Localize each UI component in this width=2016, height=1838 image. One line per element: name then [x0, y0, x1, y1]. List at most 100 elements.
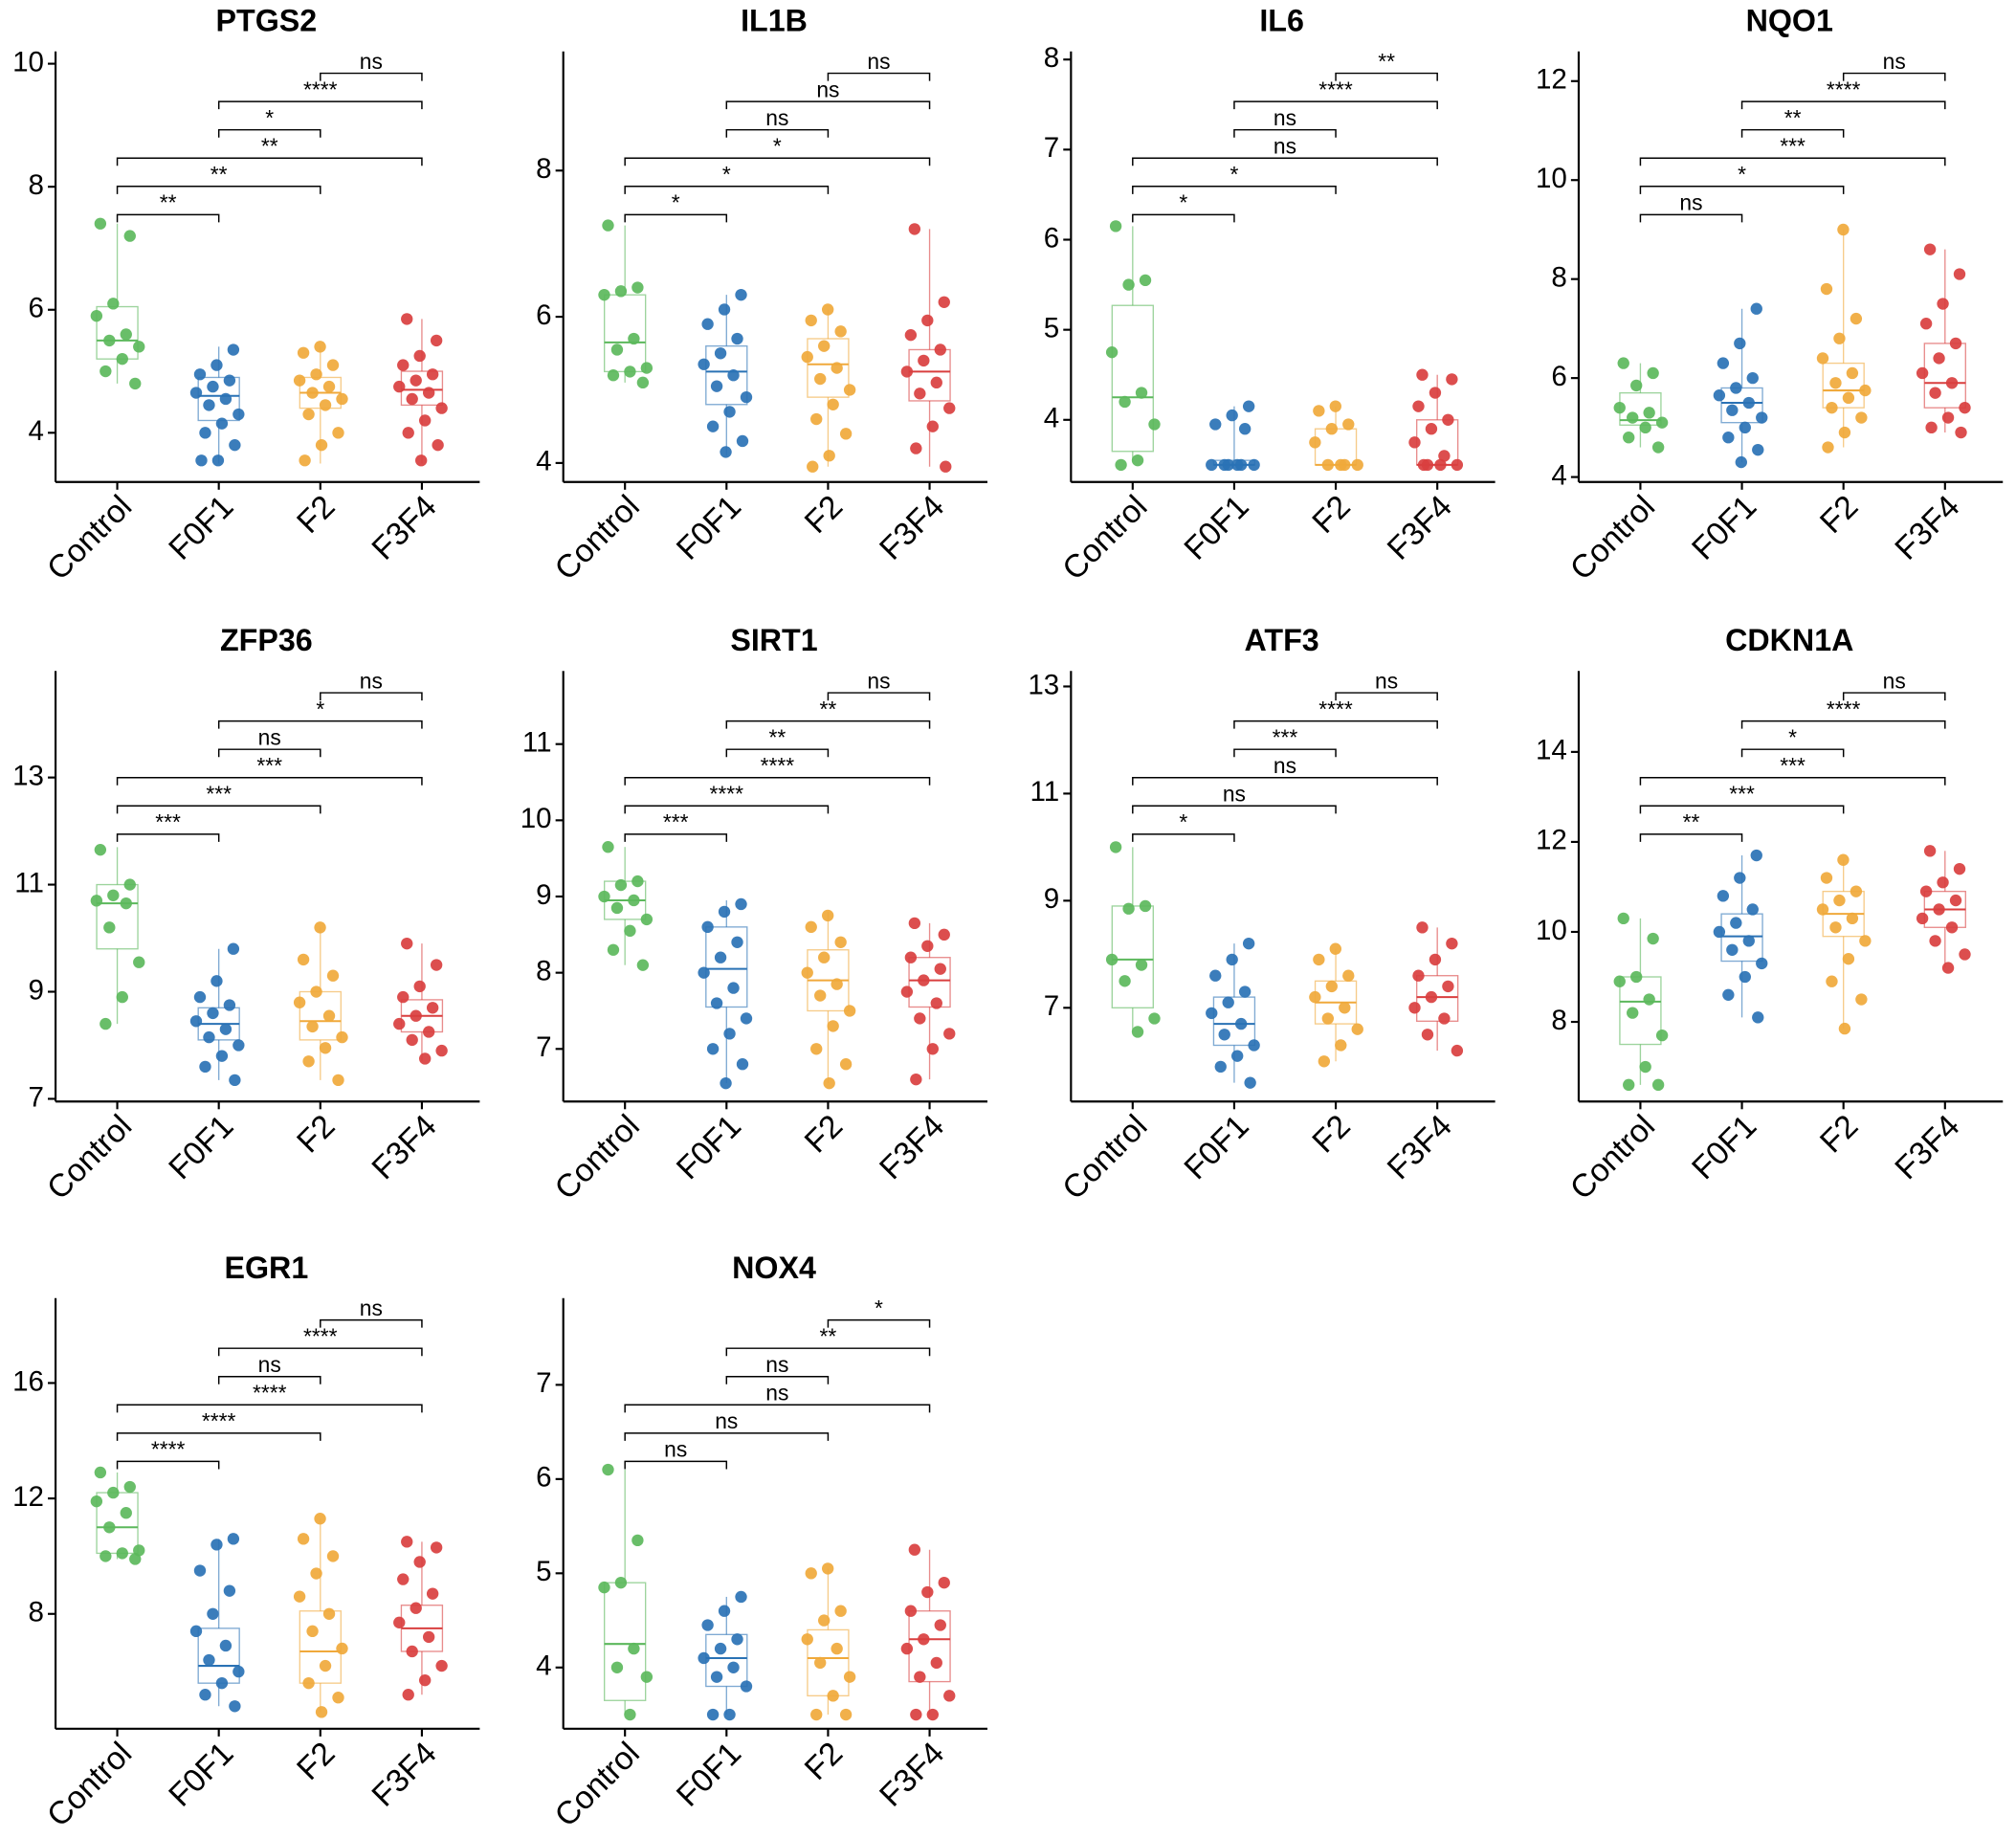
x-tick-label: F2 — [798, 489, 850, 541]
data-point — [1238, 985, 1252, 998]
data-point — [233, 408, 245, 421]
data-point — [1746, 903, 1759, 916]
group — [1206, 937, 1260, 1089]
data-point — [1739, 421, 1751, 434]
significance-label: ** — [1784, 105, 1802, 130]
data-point — [319, 1659, 332, 1672]
box — [1619, 976, 1662, 1046]
data-point — [410, 374, 422, 387]
data-point — [1816, 352, 1829, 365]
significance-label: ns — [816, 77, 839, 101]
x-tick-label: F2 — [291, 1736, 343, 1787]
data-point — [843, 384, 856, 396]
data-point — [914, 1671, 926, 1683]
data-point — [1226, 409, 1238, 422]
data-point — [1730, 917, 1742, 929]
data-point — [133, 341, 145, 353]
data-point — [94, 1466, 107, 1479]
data-point — [701, 920, 714, 934]
significance-label: ** — [820, 1323, 837, 1348]
data-point — [720, 446, 732, 458]
data-point — [628, 1642, 640, 1655]
data-point — [718, 905, 731, 919]
data-point — [1122, 902, 1135, 915]
data-point — [727, 369, 740, 382]
significance-label: ** — [210, 162, 228, 187]
data-point — [1846, 366, 1859, 380]
data-point — [914, 1012, 926, 1025]
data-point — [736, 434, 749, 448]
data-point — [710, 1671, 723, 1683]
group — [1916, 845, 1971, 974]
data-point — [401, 1536, 413, 1548]
data-point — [822, 909, 834, 922]
data-point — [302, 408, 315, 421]
y-tick-label: 4 — [536, 1650, 551, 1682]
x-tick-label: F0F1 — [670, 1109, 748, 1187]
data-point — [1717, 357, 1730, 369]
data-point — [1722, 988, 1735, 1001]
data-point — [735, 1590, 747, 1604]
data-point — [422, 1026, 435, 1038]
data-point — [926, 1708, 939, 1721]
group — [1105, 220, 1161, 472]
data-point — [1822, 441, 1834, 454]
data-point — [1953, 862, 1966, 875]
x-tick-label: F3F4 — [366, 1736, 444, 1814]
significance-label: *** — [1780, 134, 1806, 159]
data-point — [938, 296, 950, 308]
data-point — [1438, 450, 1451, 462]
significance-label: *** — [663, 809, 689, 834]
data-point — [120, 328, 132, 341]
data-point — [921, 940, 934, 952]
data-point — [1842, 391, 1855, 405]
box — [1720, 387, 1763, 424]
x-tick-label: Control — [1056, 1109, 1155, 1207]
data-point — [614, 1577, 628, 1589]
data-point — [1838, 426, 1851, 439]
data-point — [1351, 458, 1363, 472]
significance-label: * — [1788, 724, 1797, 749]
data-point — [1838, 1022, 1851, 1035]
data-point — [293, 996, 306, 1008]
data-point — [1335, 1039, 1347, 1052]
data-point — [207, 1007, 219, 1020]
group — [900, 1543, 956, 1721]
significance-bracket — [624, 157, 931, 166]
data-point — [801, 1633, 813, 1646]
data-point — [710, 997, 723, 1009]
significance-label: *** — [1273, 724, 1298, 749]
data-point — [120, 897, 132, 910]
data-point — [1923, 845, 1937, 857]
box — [1720, 913, 1763, 963]
data-point — [805, 314, 817, 327]
significance-bracket — [624, 1432, 830, 1441]
data-point — [706, 1043, 720, 1055]
data-point — [1746, 371, 1759, 385]
y-tick-label: 13 — [1028, 669, 1059, 700]
data-point — [701, 1619, 714, 1631]
significance-label: ** — [1683, 809, 1700, 834]
data-point — [710, 380, 723, 392]
panel-title: NOX4 — [732, 1251, 816, 1285]
data-point — [1916, 912, 1929, 925]
group — [1816, 853, 1872, 1035]
y-tick-label: 11 — [522, 727, 552, 759]
data-point — [402, 1689, 414, 1701]
data-point — [914, 388, 926, 400]
box — [807, 1628, 850, 1697]
data-point — [413, 980, 426, 993]
x-tick-label: F2 — [1813, 1109, 1865, 1161]
x-tick-label: Control — [1056, 489, 1155, 587]
data-point — [1325, 423, 1338, 435]
data-point — [631, 1534, 644, 1547]
y-tick-label: 8 — [536, 955, 551, 986]
data-point — [432, 439, 444, 452]
data-point — [822, 303, 834, 316]
significance-bracket — [1639, 157, 1946, 166]
data-point — [1750, 849, 1762, 862]
data-point — [1342, 969, 1355, 982]
data-point — [1148, 418, 1161, 431]
data-point — [614, 878, 628, 892]
significance-label: *** — [1729, 782, 1755, 807]
